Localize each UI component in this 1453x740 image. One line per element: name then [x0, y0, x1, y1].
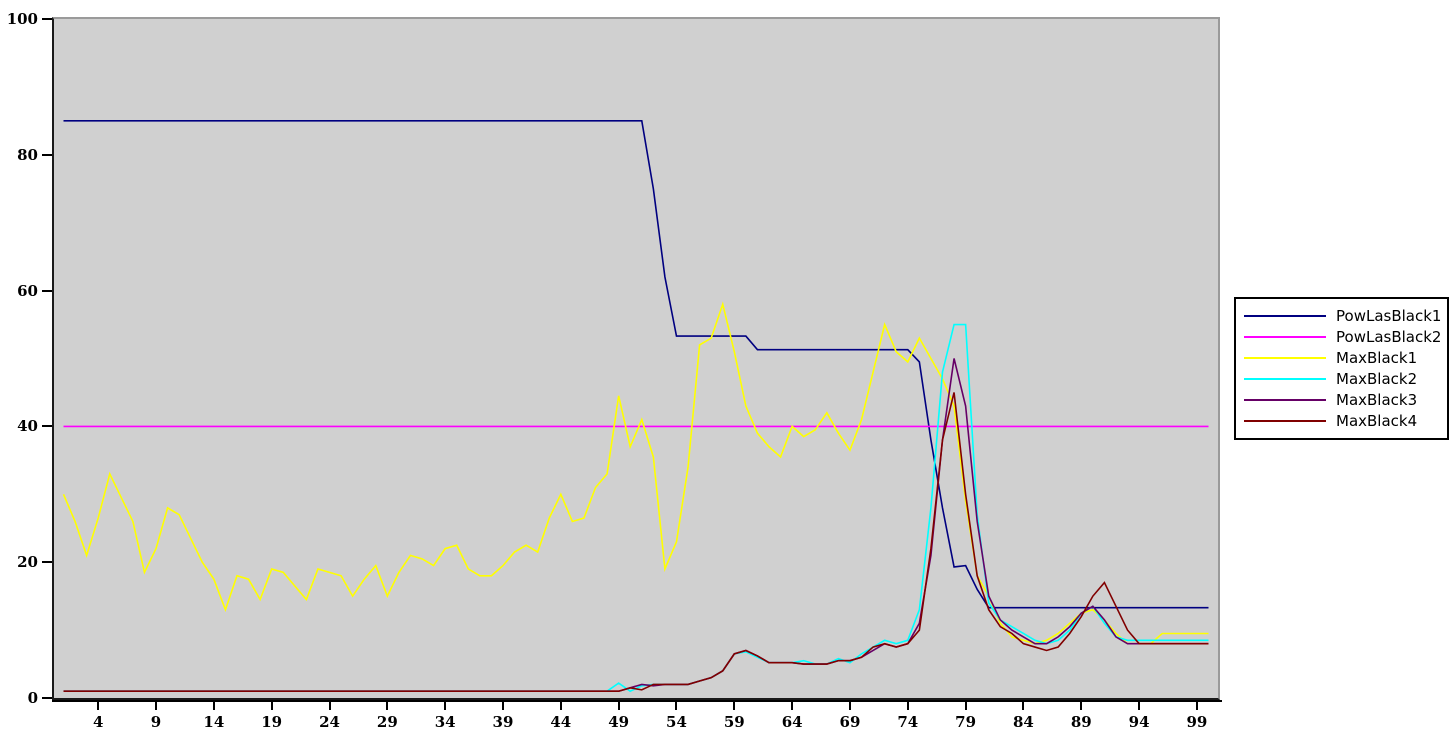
- x-tick-label: 79: [955, 713, 977, 731]
- x-tick-mark: [212, 700, 215, 710]
- y-tick-label: 100: [6, 10, 38, 28]
- x-tick-mark: [964, 700, 967, 710]
- x-tick-mark: [155, 700, 158, 710]
- y-tick-mark: [42, 561, 52, 564]
- x-tick-label: 59: [723, 713, 745, 731]
- x-tick-mark: [559, 700, 562, 710]
- x-tick-label: 89: [1070, 713, 1092, 731]
- x-tick-label: 69: [839, 713, 861, 731]
- x-tick-label: 9: [150, 713, 162, 731]
- legend-item-label: PowLasBlack2: [1336, 327, 1442, 346]
- legend-item-maxblack4[interactable]: MaxBlack4: [1236, 410, 1447, 431]
- x-tick-label: 14: [203, 713, 225, 731]
- series-line-powlasblack1: [64, 121, 1209, 608]
- x-tick-label: 34: [434, 713, 456, 731]
- x-axis-line: [52, 700, 1222, 702]
- x-tick-mark: [328, 700, 331, 710]
- legend-item-label: MaxBlack3: [1336, 390, 1418, 409]
- x-tick-mark: [1022, 700, 1025, 710]
- legend-item-maxblack2[interactable]: MaxBlack2: [1236, 368, 1447, 389]
- legend-swatch-icon: [1244, 314, 1326, 317]
- x-tick-mark: [444, 700, 447, 710]
- legend-swatch-icon: [1244, 356, 1326, 359]
- x-tick-mark: [97, 700, 100, 710]
- x-tick-label: 19: [261, 713, 283, 731]
- legend-swatch-icon: [1244, 377, 1326, 380]
- series-line-maxblack2: [64, 325, 1209, 692]
- y-tick-label: 60: [17, 281, 38, 300]
- x-tick-mark: [1138, 700, 1141, 710]
- legend-swatch-icon: [1244, 419, 1326, 422]
- x-tick-mark: [906, 700, 909, 710]
- x-axis: 4 9 14 19 24 29 34 39 44 49 54 59 64 69 74 79 84 89 94 99: [0, 700, 1453, 740]
- chart-legend: PowLasBlack1 PowLasBlack2 MaxBlack1 MaxBlac…: [1234, 297, 1449, 440]
- plot-area: [52, 17, 1220, 700]
- x-tick-mark: [675, 700, 678, 710]
- x-tick-mark: [791, 700, 794, 710]
- x-tick-label: 49: [608, 713, 630, 731]
- y-tick-mark: [42, 18, 52, 20]
- x-tick-label: 29: [376, 713, 398, 731]
- legend-item-label: MaxBlack2: [1336, 369, 1418, 388]
- legend-item-label: MaxBlack1: [1336, 348, 1418, 367]
- y-tick-mark: [42, 697, 52, 699]
- x-tick-label: 99: [1186, 713, 1208, 731]
- y-tick-mark: [42, 425, 52, 428]
- x-tick-label: 39: [492, 713, 514, 731]
- series-line-maxblack1: [64, 304, 1209, 644]
- y-tick-label: 0: [27, 689, 38, 707]
- x-tick-label: 74: [897, 713, 919, 731]
- x-tick-mark: [848, 700, 851, 710]
- x-tick-mark: [617, 700, 620, 710]
- legend-item-powlasblack1[interactable]: PowLasBlack1: [1236, 305, 1447, 326]
- x-tick-mark: [733, 700, 736, 710]
- y-axis: 0 20 40 60 80 100: [0, 0, 52, 740]
- x-tick-label: 64: [781, 713, 803, 731]
- legend-item-maxblack1[interactable]: MaxBlack1: [1236, 347, 1447, 368]
- x-tick-mark: [1195, 700, 1198, 710]
- series-svg: [54, 19, 1218, 698]
- legend-item-maxblack3[interactable]: MaxBlack3: [1236, 389, 1447, 410]
- y-tick-mark: [42, 153, 52, 156]
- x-tick-label: 54: [666, 713, 687, 731]
- x-tick-label: 84: [1013, 713, 1034, 731]
- x-tick-mark: [1080, 700, 1083, 710]
- legend-swatch-icon: [1244, 335, 1326, 338]
- x-tick-label: 4: [92, 713, 104, 731]
- legend-swatch-icon: [1244, 398, 1326, 401]
- x-tick-label: 94: [1128, 713, 1150, 731]
- x-tick-mark: [270, 700, 273, 710]
- legend-item-label: PowLasBlack1: [1336, 306, 1442, 325]
- y-tick-label: 80: [17, 145, 38, 164]
- x-tick-mark: [386, 700, 389, 710]
- y-tick-label: 40: [17, 417, 38, 436]
- x-tick-label: 24: [319, 713, 340, 731]
- x-tick-mark: [501, 700, 504, 710]
- legend-item-powlasblack2[interactable]: PowLasBlack2: [1236, 326, 1447, 347]
- x-tick-label: 44: [550, 713, 572, 731]
- y-tick-mark: [42, 289, 52, 292]
- legend-item-label: MaxBlack4: [1336, 411, 1418, 430]
- series-line-maxblack4: [64, 392, 1209, 691]
- y-tick-label: 20: [17, 553, 38, 572]
